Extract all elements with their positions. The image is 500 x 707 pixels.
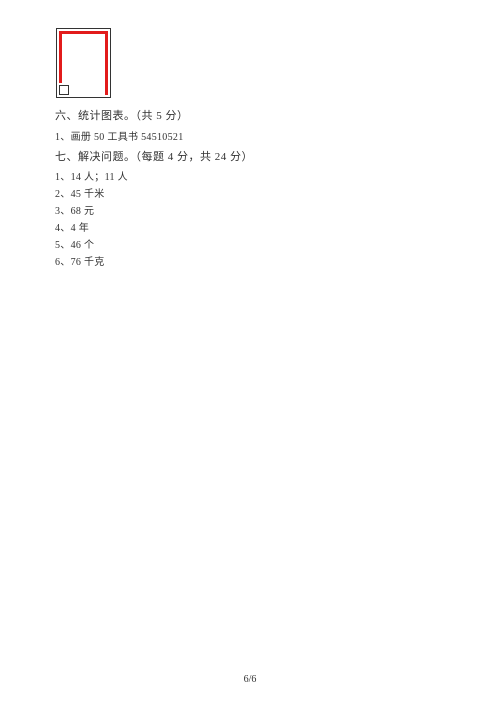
red-border-top [59, 31, 108, 34]
right-angle-marker [59, 85, 69, 95]
section-7-item: 2、45 千米 [55, 187, 450, 203]
section-7-item: 4、4 年 [55, 221, 450, 237]
section-6-item-1: 1、画册 50 工具书 54510521 [55, 130, 450, 146]
section-7-item: 5、46 个 [55, 238, 450, 254]
section-7-item: 3、68 元 [55, 204, 450, 220]
red-border-right [105, 31, 108, 95]
section-7-heading: 七、解决问题。（每题 4 分，共 24 分） [55, 149, 450, 167]
section-6-heading: 六、统计图表。（共 5 分） [55, 108, 450, 126]
rectangle-figure [56, 28, 111, 98]
page-number: 6/6 [0, 674, 500, 685]
section-7-item: 6、76 千克 [55, 255, 450, 271]
section-7-item: 1、14 人；11 人 [55, 170, 450, 186]
red-border-left [59, 31, 62, 83]
